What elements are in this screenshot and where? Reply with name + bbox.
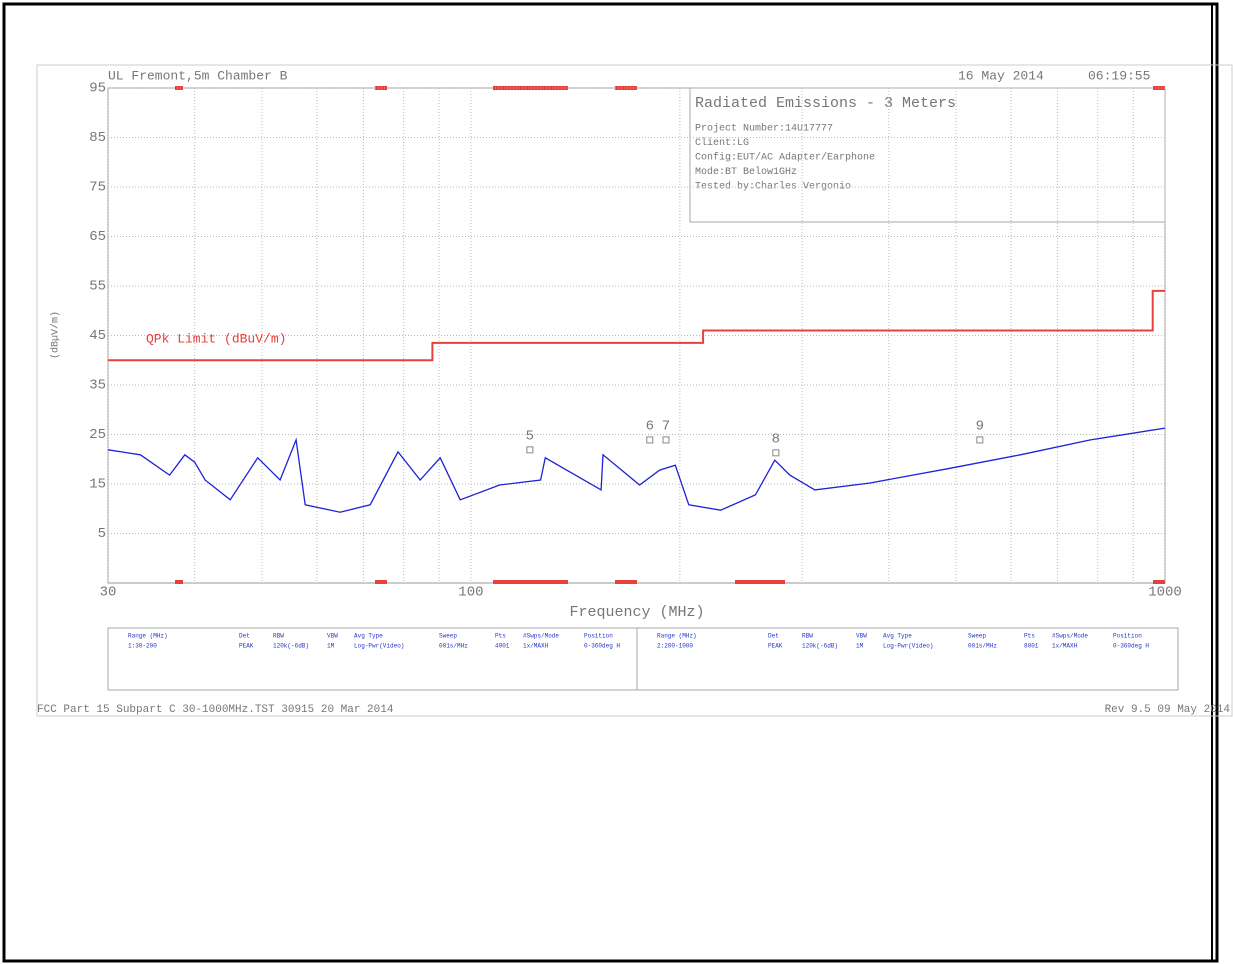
x-axis-label: Frequency (MHz) (569, 604, 704, 621)
table-header: Position (1113, 633, 1142, 640)
x-tick-label: 30 (100, 585, 117, 601)
table-cell: 4001 (495, 643, 510, 650)
y-tick-label: 85 (89, 130, 106, 146)
table-cell: 001s/MHz (439, 643, 468, 650)
table-cell: 1:30-200 (128, 643, 157, 650)
table-cell: 0-360deg H (1113, 643, 1149, 650)
y-tick-label: 25 (89, 427, 106, 443)
info-line: Config:EUT/AC Adapter/Earphone (695, 152, 875, 164)
info-title: Radiated Emissions - 3 Meters (695, 95, 956, 112)
table-header: Sweep (439, 633, 457, 640)
table-header: Pts (495, 633, 506, 640)
table-cell: 1M (856, 643, 864, 650)
table-header: RBW (273, 633, 284, 640)
table-cell: Log-Pwr(Video) (354, 643, 404, 650)
marker (662, 436, 670, 444)
table-cell: 001s/MHz (968, 643, 997, 650)
info-box (689, 87, 1166, 223)
footer-left: FCC Part 15 Subpart C 30-1000MHz.TST 309… (37, 704, 394, 716)
table-cell: 8001 (1024, 643, 1039, 650)
table-cell: 1M (327, 643, 335, 650)
marker-label: 9 (976, 419, 984, 435)
table-cell: 120k(-6dB) (802, 643, 838, 650)
marker-label: 7 (662, 419, 670, 435)
table-cell: 1x/MAXH (1052, 643, 1078, 650)
table-header: Range (MHz) (657, 633, 697, 640)
y-tick-label: 5 (98, 526, 106, 542)
y-tick-label: 55 (89, 279, 106, 295)
table-header: Det (239, 633, 250, 640)
table-cell: 0-360deg H (584, 643, 620, 650)
table-cell: PEAK (239, 643, 254, 650)
table-header: Det (768, 633, 779, 640)
x-tick-label: 100 (458, 585, 483, 601)
marker (976, 436, 984, 444)
x-tick-label: 1000 (1148, 585, 1182, 601)
time: 06:19:55 (1088, 68, 1150, 83)
limit-line (108, 289, 1165, 362)
table-header: Range (MHz) (128, 633, 168, 640)
site: UL Fremont,5m Chamber B (108, 68, 288, 83)
date: 16 May 2014 (958, 68, 1044, 83)
marker-label: 6 (646, 419, 654, 435)
table-header: VBW (327, 633, 338, 640)
y-tick-label: 45 (89, 328, 106, 344)
marker (772, 449, 780, 457)
table-header: Avg Type (354, 633, 383, 640)
marker-label: 5 (526, 429, 534, 445)
y-axis-label: (dBµV/m) (50, 311, 62, 359)
table-box (107, 627, 1179, 691)
table-cell: PEAK (768, 643, 783, 650)
marker-label: 8 (772, 432, 780, 448)
table-cell: 1x/MAXH (523, 643, 549, 650)
marker (646, 436, 654, 444)
table-header: Position (584, 633, 613, 640)
table-cell: 2:200-1000 (657, 643, 693, 650)
limit-label: QPk Limit (dBuV/m) (146, 332, 286, 347)
table-header: Sweep (968, 633, 986, 640)
table-header: Avg Type (883, 633, 912, 640)
y-tick-label: 35 (89, 378, 106, 394)
table-header: Pts (1024, 633, 1035, 640)
info-line: Project Number:14U17777 (695, 123, 833, 135)
y-tick-label: 75 (89, 180, 106, 196)
info-line: Mode:BT Below1GHz (695, 166, 797, 178)
info-line: Client:LG (695, 137, 749, 149)
table-cell: Log-Pwr(Video) (883, 643, 933, 650)
table-header: #Swps/Mode (523, 633, 559, 640)
y-tick-label: 15 (89, 477, 106, 493)
table-header: VBW (856, 633, 867, 640)
marker (526, 446, 534, 454)
y-tick-label: 95 (89, 81, 106, 97)
plot-frame (36, 64, 1233, 717)
footer-right: Rev 9.5 09 May 2014 (1105, 704, 1231, 716)
table-header: #Swps/Mode (1052, 633, 1088, 640)
y-tick-label: 65 (89, 229, 106, 245)
info-line: Tested by:Charles Vergonio (695, 181, 851, 193)
table-cell: 120k(-6dB) (273, 643, 309, 650)
trace (107, 427, 1166, 513)
table-header: RBW (802, 633, 813, 640)
